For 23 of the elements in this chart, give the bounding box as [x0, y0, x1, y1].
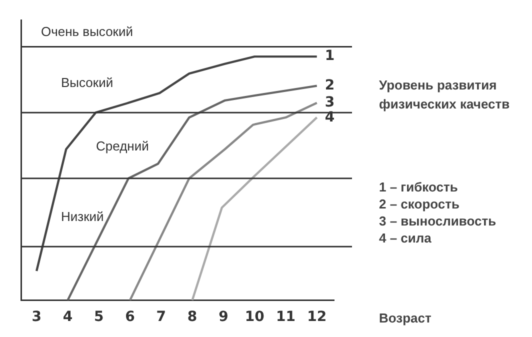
text: 3 – выносливость: [379, 214, 496, 229]
text: Уровень развития физических качеств: [379, 78, 510, 112]
text: Очень высокий: [41, 24, 134, 39]
annotation: Низкий: [61, 208, 104, 224]
x-tick-label: 8: [187, 309, 198, 326]
x-tick-label: 11: [276, 309, 296, 326]
x-tick-label: 9: [218, 309, 228, 326]
text: 4 – сила: [379, 230, 432, 246]
x-axis-title: Возраст: [379, 310, 432, 326]
series-label: 2: [324, 77, 335, 94]
annotation: Высокий: [61, 74, 114, 90]
x-tick-label: 5: [94, 309, 104, 326]
x-tick-label: 3: [32, 309, 42, 326]
x-tick-label: 12: [307, 309, 327, 326]
text: 1 – гибкость: [379, 180, 458, 195]
x-tick-label: 6: [125, 309, 135, 326]
series-label: 1: [324, 48, 335, 64]
text: 2 – скорость: [379, 196, 460, 212]
x-tick-label: 10: [244, 309, 265, 326]
series-label: 3: [324, 94, 335, 110]
x-tick-label: 7: [156, 309, 166, 326]
annotation: Средний: [96, 138, 149, 154]
x-tick-label: 4: [62, 309, 73, 326]
